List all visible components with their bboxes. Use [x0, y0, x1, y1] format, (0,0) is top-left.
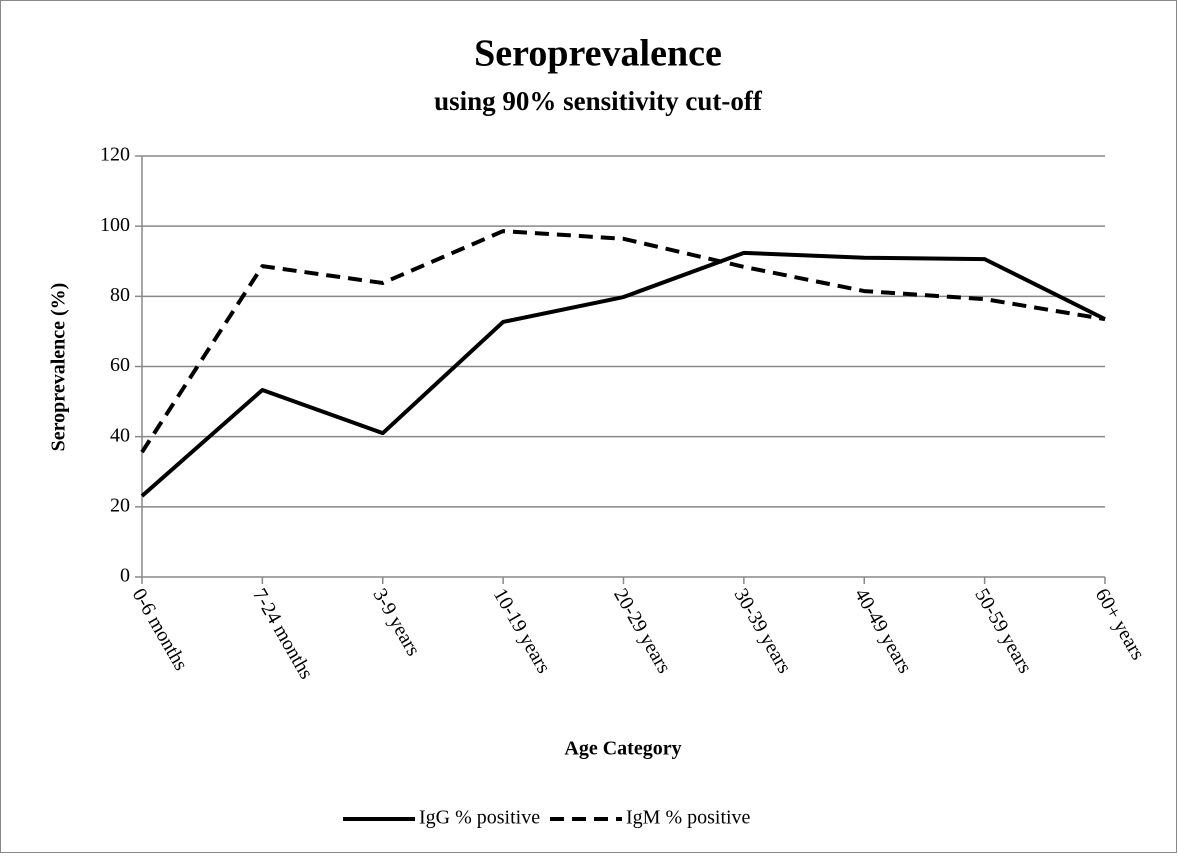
chart-subtitle: using 90% sensitivity cut-off — [434, 86, 763, 116]
y-tick-label: 20 — [110, 494, 130, 516]
y-tick-label: 100 — [100, 214, 130, 236]
legend-label: IgM % positive — [626, 807, 751, 829]
legend-label: IgG % positive — [419, 807, 540, 829]
y-tick-label: 80 — [110, 284, 130, 306]
x-axis-title: Age Category — [564, 738, 681, 760]
series-line — [140, 229, 1106, 454]
y-tick-label: 120 — [100, 144, 130, 166]
y-tick-label: 0 — [120, 565, 130, 587]
chart-title: Seroprevalence — [474, 33, 722, 75]
y-tick-label: 60 — [110, 354, 130, 376]
y-axis-title: Seroprevalence (%) — [48, 283, 70, 452]
y-tick-label: 40 — [110, 424, 130, 446]
series-line — [140, 250, 1106, 498]
